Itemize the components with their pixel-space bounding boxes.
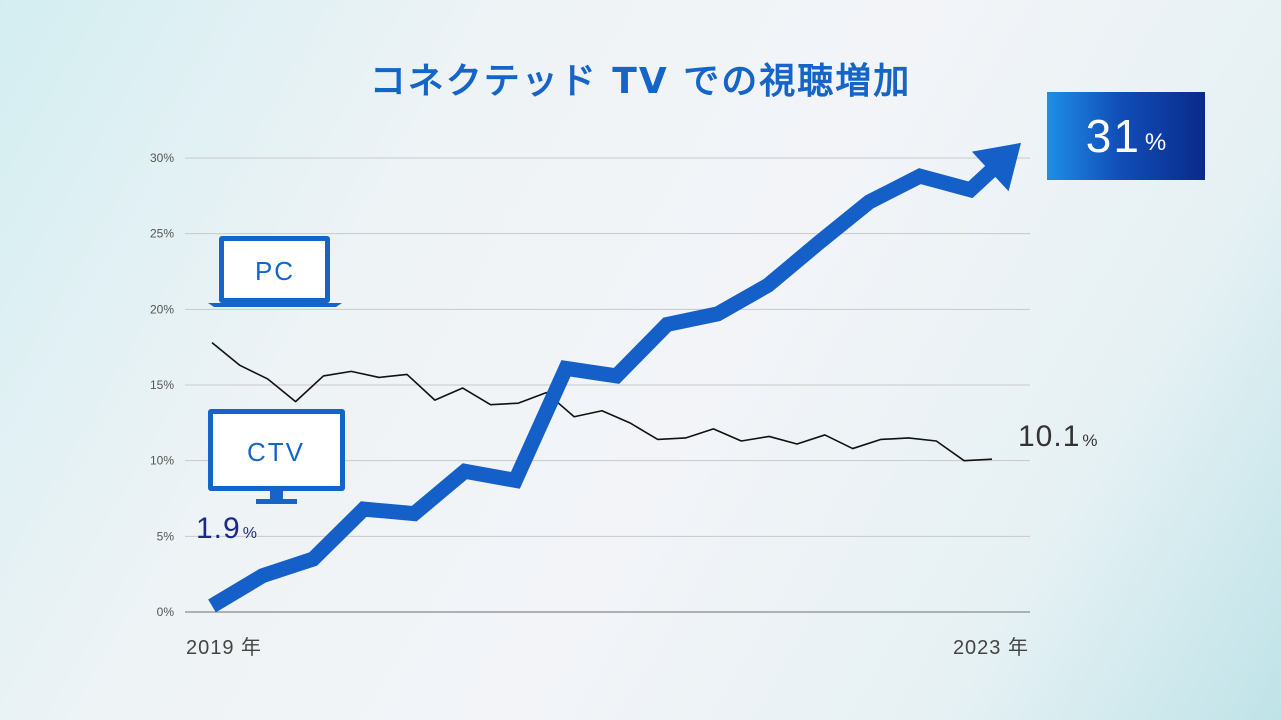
final-value-badge: 31 % <box>1047 92 1205 180</box>
ctv-arrow-head <box>971 142 1021 192</box>
ctv-start-value: 1.9 <box>196 512 241 545</box>
grid-lines <box>185 157 1030 613</box>
tv-icon: CTV <box>208 409 345 504</box>
pc-end-value-label: 10.1% <box>1018 420 1098 454</box>
badge-value: 31 <box>1085 110 1141 162</box>
pc-series-line <box>211 342 993 462</box>
ctv-start-unit: % <box>242 525 257 542</box>
laptop-icon: PC <box>208 236 342 307</box>
y-tick-label: 20% <box>150 302 174 316</box>
y-tick-label: 5% <box>157 529 175 543</box>
series-layer <box>208 142 1021 613</box>
pc-end-value: 10.1 <box>1018 420 1081 453</box>
y-tick-label: 0% <box>157 605 175 619</box>
y-axis-ticks: 0% 5% 10% 15% 20% 25% 30% <box>150 151 174 619</box>
y-tick-label: 25% <box>150 227 174 241</box>
ctv-series-line <box>208 163 999 613</box>
ctv-start-value-label: 1.9% <box>196 512 257 546</box>
badge-unit: % <box>1144 129 1167 156</box>
x-end-label: 2023 年 <box>953 636 1029 659</box>
chart-title: コネクテッド TV での視聴増加 <box>369 61 912 102</box>
pc-end-unit: % <box>1082 431 1098 450</box>
y-tick-label: 15% <box>150 378 174 392</box>
ctv-device-label: CTV <box>247 437 305 467</box>
x-start-label: 2019 年 <box>186 636 262 659</box>
y-tick-label: 30% <box>150 151 174 165</box>
pc-device-label: PC <box>255 256 295 286</box>
y-tick-label: 10% <box>150 454 174 468</box>
